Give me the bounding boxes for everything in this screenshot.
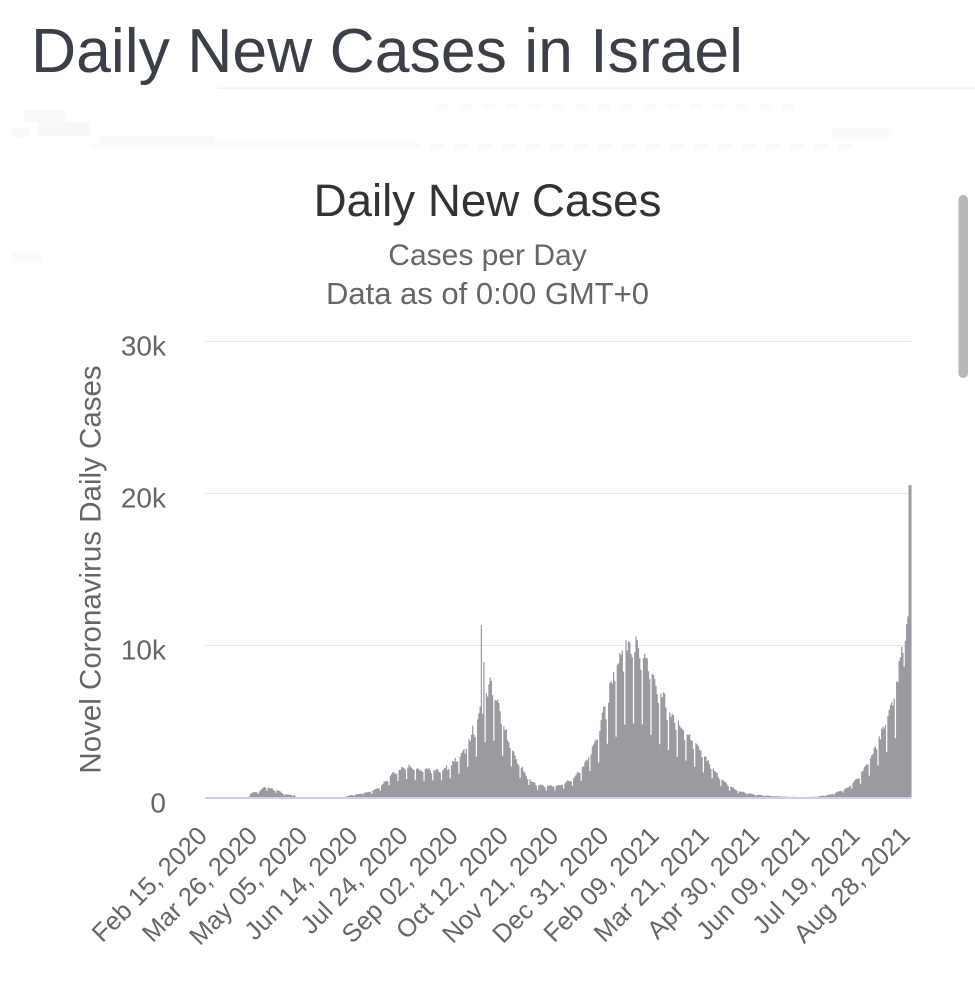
svg-text:0: 0 (150, 788, 166, 819)
svg-text:20k: 20k (121, 483, 167, 514)
svg-text:10k: 10k (121, 635, 167, 666)
svg-text:Novel Coronavirus Daily Cases: Novel Coronavirus Daily Cases (74, 365, 107, 773)
svg-text:30k: 30k (121, 331, 167, 362)
